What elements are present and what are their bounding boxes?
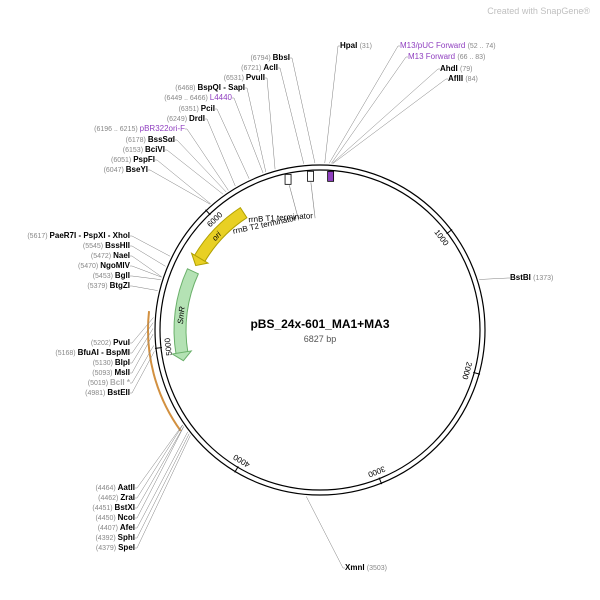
svg-text:(4451) BstXI: (4451) BstXI (92, 503, 135, 512)
svg-text:XmnI (3503): XmnI (3503) (345, 563, 387, 572)
svg-text:(6249) DrdI: (6249) DrdI (167, 114, 205, 123)
watermark: Created with SnapGene® (487, 6, 590, 16)
plasmid-name: pBS_24x-601_MA1+MA3 (250, 317, 389, 331)
svg-text:(6721) AclI: (6721) AclI (241, 63, 278, 72)
inner-feature (285, 174, 291, 184)
plasmid-map: 100020003000400050006000oriSmRrrnB T2 te… (0, 0, 600, 600)
svg-text:(6794) BbsI: (6794) BbsI (250, 53, 290, 62)
svg-text:(4981) BstEII: (4981) BstEII (85, 388, 130, 397)
svg-text:(4464) AatII: (4464) AatII (95, 483, 135, 492)
svg-text:(6351) PciI: (6351) PciI (179, 104, 215, 113)
inner-feature (308, 171, 314, 181)
svg-text:5000: 5000 (163, 337, 174, 356)
svg-text:(4450) NcoI: (4450) NcoI (95, 513, 135, 522)
svg-text:(6178) BssSαI: (6178) BssSαI (126, 135, 175, 144)
svg-text:(5379) BtgZI: (5379) BtgZI (87, 281, 130, 290)
svg-text:M13 Forward (66 .. 83): M13 Forward (66 .. 83) (408, 52, 485, 61)
svg-text:(5168) BfuAI - BspMI: (5168) BfuAI - BspMI (55, 348, 130, 357)
svg-text:(6047) BseYI: (6047) BseYI (104, 165, 148, 174)
svg-text:(4392) SphI: (4392) SphI (95, 533, 135, 542)
svg-text:AflII (84): AflII (84) (448, 74, 478, 83)
svg-text:(4462) ZraI: (4462) ZraI (98, 493, 135, 502)
svg-text:(4379) SpeI: (4379) SpeI (96, 543, 135, 552)
svg-text:(6051) PspFI: (6051) PspFI (111, 155, 155, 164)
inner-feature (328, 171, 334, 181)
svg-text:(5453) BglI: (5453) BglI (93, 271, 130, 280)
svg-text:M13/pUC Forward (52 .. 74): M13/pUC Forward (52 .. 74) (400, 41, 496, 50)
svg-text:(6449 .. 6466) L4440: (6449 .. 6466) L4440 (164, 93, 232, 102)
svg-text:(5470) NgoMIV: (5470) NgoMIV (78, 261, 131, 270)
svg-text:(5202) PvuI: (5202) PvuI (91, 338, 130, 347)
svg-text:SmR: SmR (176, 306, 187, 325)
svg-text:AhdI (79): AhdI (79) (440, 64, 472, 73)
svg-text:2000: 2000 (460, 361, 474, 381)
svg-text:(5617) PaeR7I - PspXI - XhoI: (5617) PaeR7I - PspXI - XhoI (27, 231, 130, 240)
svg-text:(5545) BssHII: (5545) BssHII (83, 241, 130, 250)
svg-text:4000: 4000 (231, 452, 251, 469)
svg-text:HpaI (31): HpaI (31) (340, 41, 372, 50)
svg-text:(4407) AfeI: (4407) AfeI (98, 523, 135, 532)
svg-text:(6196 .. 6215) pBR322ori-F: (6196 .. 6215) pBR322ori-F (94, 124, 185, 133)
svg-text:(6531) PvuII: (6531) PvuII (224, 73, 265, 82)
svg-text:BstBI (1373): BstBI (1373) (510, 273, 553, 282)
svg-text:(5130) BlpI: (5130) BlpI (93, 358, 130, 367)
svg-text:(6468) BspQI - SapI: (6468) BspQI - SapI (175, 83, 245, 92)
plasmid-size: 6827 bp (304, 334, 337, 344)
svg-text:1000: 1000 (432, 228, 450, 248)
svg-text:(5019) BclI *: (5019) BclI * (88, 378, 131, 387)
svg-text:(6153) BciVI: (6153) BciVI (123, 145, 165, 154)
svg-text:(5093) MslI: (5093) MslI (92, 368, 130, 377)
svg-text:(5472) NaeI: (5472) NaeI (91, 251, 130, 260)
